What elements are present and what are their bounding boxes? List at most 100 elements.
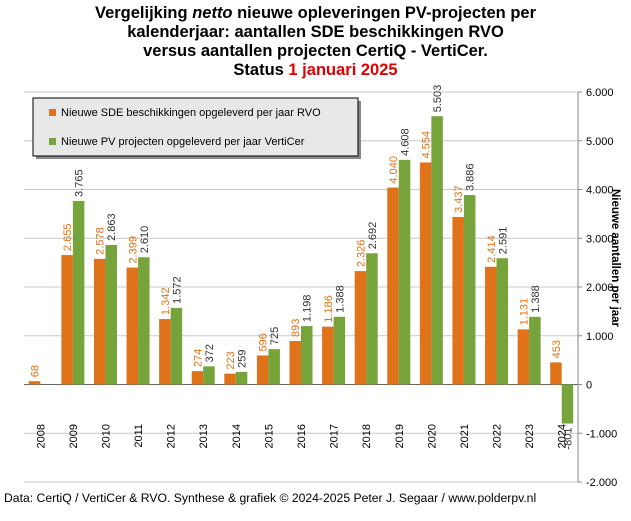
bar-rvo-2019 xyxy=(387,187,399,385)
bar-rvo-2018 xyxy=(354,271,367,385)
bar-verticer-2009 xyxy=(72,200,85,385)
data-label-verticer-2013: 372 xyxy=(204,344,216,362)
bar-rvo-2017 xyxy=(322,326,334,385)
data-label-verticer-2020: 5.503 xyxy=(432,85,444,113)
data-label-verticer-2018: 2.692 xyxy=(367,222,379,250)
data-label-rvo-2014: 223 xyxy=(225,351,237,369)
data-label-verticer-2022: 2.591 xyxy=(497,227,509,255)
y-tick-label: 0 xyxy=(586,380,592,392)
bar-verticer-2019 xyxy=(398,159,411,385)
bar-verticer-2024 xyxy=(561,384,574,424)
data-label-verticer-2015: 725 xyxy=(269,327,281,345)
bar-rvo-2014 xyxy=(224,373,236,385)
x-tick-label-2020: 2020 xyxy=(426,424,438,448)
source-note: Data: CertiQ / VertiCer & RVO. Synthese … xyxy=(4,491,537,505)
data-label-rvo-2008: 68 xyxy=(30,365,42,377)
bar-rvo-2011 xyxy=(126,267,139,385)
y-tick-label: 6.000 xyxy=(586,87,614,99)
data-label-rvo-2015: 596 xyxy=(258,333,270,351)
data-label-verticer-2009: 3.765 xyxy=(74,169,86,197)
y-tick-label: 4.000 xyxy=(586,185,614,197)
bar-rvo-2020 xyxy=(419,162,432,385)
bar-verticer-2012 xyxy=(170,307,183,385)
bar-verticer-2020 xyxy=(431,116,443,385)
bar-rvo-2013 xyxy=(191,371,204,385)
data-label-verticer-2019: 4.608 xyxy=(400,128,412,156)
y-tick-label: 5.000 xyxy=(586,136,614,148)
bar-verticer-2013 xyxy=(203,366,215,385)
bar-rvo-2024 xyxy=(550,362,562,385)
x-tick-label-2009: 2009 xyxy=(68,424,80,448)
data-label-rvo-2010: 2.578 xyxy=(95,227,107,255)
data-label-rvo-2024: 453 xyxy=(551,340,563,358)
bar-verticer-2014 xyxy=(235,371,248,385)
bar-rvo-2010 xyxy=(93,258,106,385)
bar-rvo-2008 xyxy=(28,381,41,385)
data-label-verticer-2017: 1.388 xyxy=(334,285,346,313)
data-label-verticer-2012: 1.572 xyxy=(171,276,183,304)
x-tick-label-2017: 2017 xyxy=(329,424,341,448)
data-label-rvo-2021: 3.437 xyxy=(453,185,465,213)
y-tick-label: 2.000 xyxy=(586,282,614,294)
data-label-verticer-2024: -801 xyxy=(562,428,574,450)
legend-entry: Nieuwe SDE beschikkingen opgeleverd per … xyxy=(61,107,321,119)
x-tick-label-2016: 2016 xyxy=(296,424,308,448)
data-label-verticer-2021: 3.886 xyxy=(465,164,477,192)
x-tick-label-2022: 2022 xyxy=(492,424,504,448)
chart-title: Vergelijking netto nieuwe opleveringen P… xyxy=(94,4,537,79)
x-tick-label-2013: 2013 xyxy=(198,424,210,448)
legend-entry: Nieuwe PV projecten opgeleverd per jaar … xyxy=(61,136,305,148)
bar-rvo-2021 xyxy=(452,216,464,385)
data-label-verticer-2010: 2.863 xyxy=(106,213,118,241)
data-label-rvo-2009: 2.655 xyxy=(62,224,74,252)
x-tick-label-2023: 2023 xyxy=(524,424,536,448)
data-label-verticer-2011: 2.610 xyxy=(139,226,151,254)
y-tick-label: 1.000 xyxy=(586,331,614,343)
data-label-rvo-2019: 4.040 xyxy=(388,156,400,184)
data-label-rvo-2017: 1.186 xyxy=(323,295,335,323)
data-label-rvo-2016: 893 xyxy=(290,319,302,337)
x-tick-label-2010: 2010 xyxy=(100,424,112,448)
data-label-rvo-2023: 1.131 xyxy=(518,298,530,326)
x-tick-label-2012: 2012 xyxy=(166,424,178,448)
data-label-verticer-2014: 259 xyxy=(237,350,249,368)
bar-verticer-2011 xyxy=(138,257,150,385)
data-label-rvo-2013: 274 xyxy=(192,349,204,367)
bar-rvo-2012 xyxy=(159,319,171,385)
x-tick-label-2024: 2024 xyxy=(557,424,569,448)
bar-verticer-2022 xyxy=(496,258,509,385)
bar-rvo-2016 xyxy=(289,340,301,385)
data-label-rvo-2020: 4.554 xyxy=(421,131,433,159)
x-tick-label-2015: 2015 xyxy=(263,424,275,448)
data-label-verticer-2023: 1.388 xyxy=(530,285,542,313)
bar-verticer-2023 xyxy=(529,316,541,385)
data-label-verticer-2016: 1.198 xyxy=(302,295,314,323)
legend-swatch xyxy=(49,109,56,116)
bar-verticer-2021 xyxy=(463,195,476,385)
data-label-rvo-2018: 2.326 xyxy=(355,240,367,268)
data-label-rvo-2012: 1.342 xyxy=(160,288,172,316)
y-tick-label: -1.000 xyxy=(586,428,617,440)
bar-rvo-2009 xyxy=(61,255,73,385)
legend-swatch xyxy=(49,138,56,145)
bar-verticer-2017 xyxy=(333,316,346,385)
y-tick-label: -2.000 xyxy=(586,477,617,489)
bar-verticer-2015 xyxy=(268,349,280,385)
data-label-rvo-2022: 2.414 xyxy=(486,235,498,263)
data-label-rvo-2011: 2.399 xyxy=(127,236,139,264)
bar-verticer-2010 xyxy=(105,244,117,385)
x-tick-label-2019: 2019 xyxy=(394,424,406,448)
y-axis-label: Nieuwe aantallen per jaar xyxy=(609,189,621,328)
bar-rvo-2015 xyxy=(256,355,269,385)
bar-verticer-2016 xyxy=(301,326,313,385)
x-tick-label-2021: 2021 xyxy=(459,424,471,448)
x-tick-label-2011: 2011 xyxy=(133,424,145,448)
bar-verticer-2018 xyxy=(366,253,378,385)
bar-rvo-2022 xyxy=(485,266,497,385)
y-tick-label: 3.000 xyxy=(586,233,614,245)
x-tick-label-2008: 2008 xyxy=(35,424,47,448)
bar-rvo-2023 xyxy=(517,329,530,385)
x-tick-label-2014: 2014 xyxy=(231,424,243,448)
x-tick-label-2018: 2018 xyxy=(361,424,373,448)
